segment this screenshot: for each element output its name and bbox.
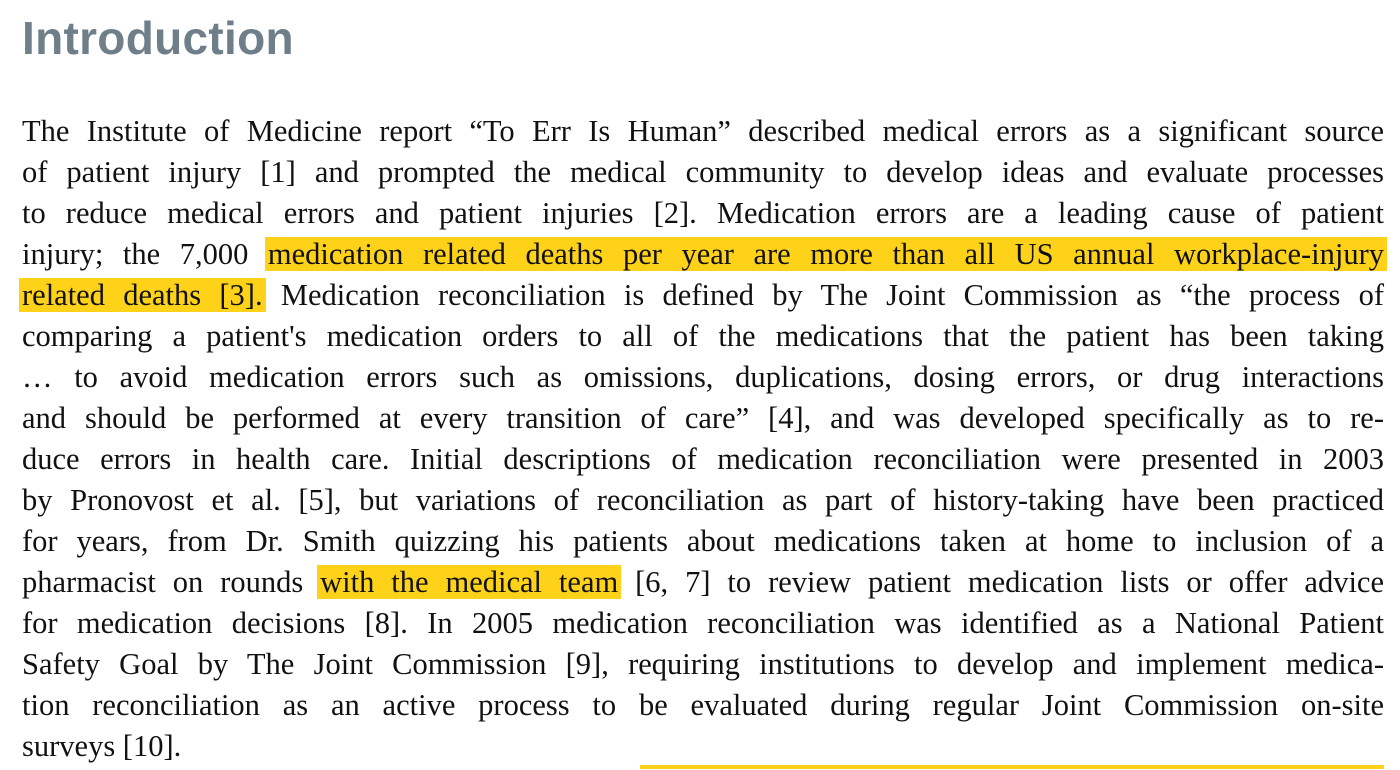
line-text: surveys [10]. [22, 729, 182, 763]
highlighted-text[interactable]: with the medical team [317, 565, 622, 599]
line-text: The Institute of Medicine report “To Err… [22, 114, 1384, 148]
text-line: … to avoid medication errors such as omi… [22, 357, 1384, 398]
text-line: for years, from Dr. Smith quizzing his p… [22, 521, 1384, 562]
line-text: tion reconciliation as an active process… [22, 688, 1384, 722]
line-text: by Pronovost et al. [5], but variations … [22, 483, 1384, 517]
line-text: duce errors in health care. Initial desc… [22, 442, 1384, 476]
line-text: of patient injury [1] and prompted the m… [22, 155, 1384, 189]
text-line: injury; the 7,000 medication related dea… [22, 234, 1388, 275]
text-line: pharmacist on rounds with the medical te… [22, 562, 1384, 603]
line-text: … to avoid medication errors such as omi… [22, 360, 1384, 394]
highlighted-text[interactable]: medication related deaths per year are m… [264, 237, 1388, 271]
text-line: comparing a patient's medication orders … [22, 316, 1384, 357]
text-line: and should be performed at every transit… [22, 398, 1384, 439]
section-heading: Introduction [22, 12, 294, 64]
line-text: pharmacist on rounds [22, 565, 321, 599]
line-text: for years, from Dr. Smith quizzing his p… [22, 524, 1384, 558]
text-line: The Institute of Medicine report “To Err… [22, 111, 1384, 152]
text-line: tion reconciliation as an active process… [22, 685, 1384, 726]
paragraph-body: The Institute of Medicine report “To Err… [19, 111, 1388, 767]
line-text: for medication decisions [8]. In 2005 me… [22, 606, 1384, 640]
line-text: injury; the 7,000 [22, 237, 268, 271]
highlighted-text[interactable]: related deaths [3]. [19, 278, 266, 312]
text-line: surveys [10]. [22, 726, 1384, 767]
text-line: for medication decisions [8]. In 2005 me… [22, 603, 1384, 644]
text-line: Safety Goal by The Joint Commission [9],… [22, 644, 1384, 685]
line-text: Medication reconciliation is defined by … [262, 278, 1385, 312]
highlight-rule [640, 765, 1384, 769]
line-text: Safety Goal by The Joint Commission [9],… [22, 647, 1384, 681]
line-text: [6, 7] to review patient medication list… [618, 565, 1384, 599]
text-line: duce errors in health care. Initial desc… [22, 439, 1384, 480]
text-line: to reduce medical errors and patient inj… [22, 193, 1384, 234]
line-text: comparing a patient's medication orders … [22, 319, 1384, 353]
text-line: by Pronovost et al. [5], but variations … [22, 480, 1384, 521]
line-text: to reduce medical errors and patient inj… [22, 196, 1384, 230]
text-line: related deaths [3]. Medication reconcili… [19, 275, 1385, 316]
line-text: and should be performed at every transit… [22, 401, 1384, 435]
text-line: of patient injury [1] and prompted the m… [22, 152, 1384, 193]
